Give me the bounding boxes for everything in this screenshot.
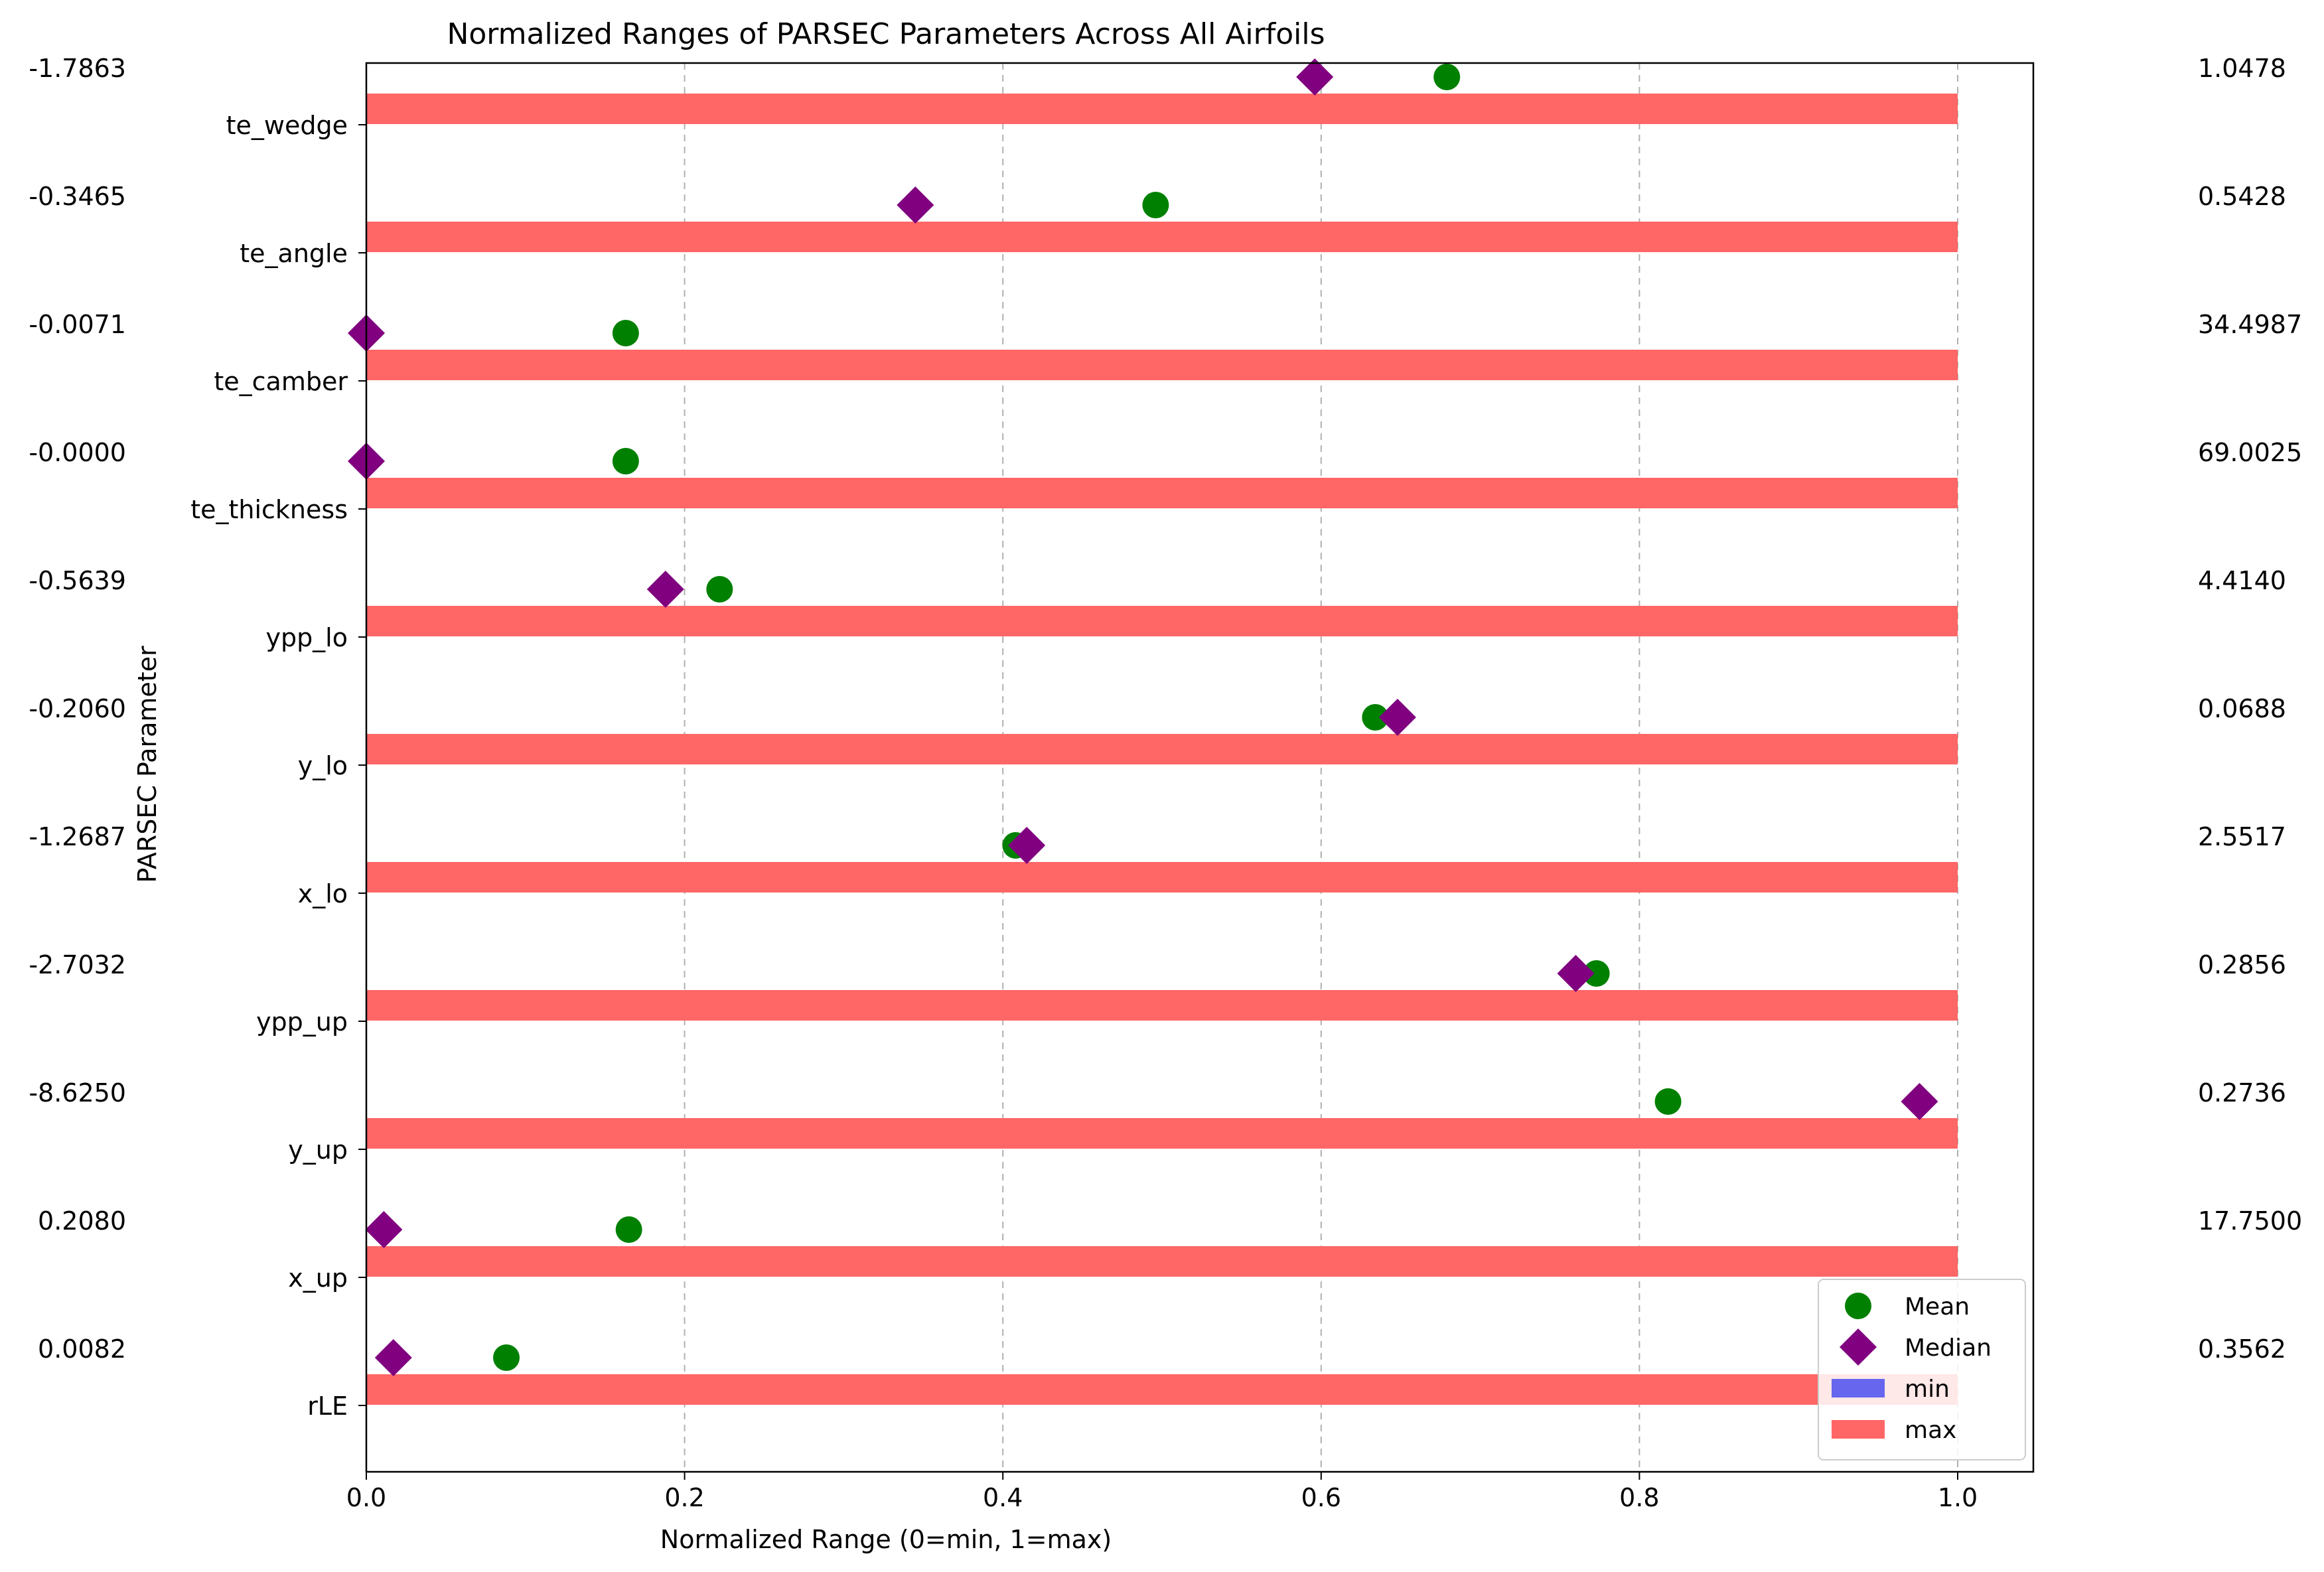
mean-point (706, 576, 733, 603)
min-value-label: -1.7863 (29, 54, 126, 83)
min-value-label: -8.6250 (29, 1078, 126, 1108)
max-bar (366, 478, 1958, 508)
x-tick-label: 0.4 (983, 1483, 1023, 1512)
legend-max-swatch (1832, 1420, 1885, 1439)
x-tick-label: 0.6 (1301, 1483, 1341, 1512)
y-tick-label: ypp_up (256, 1007, 348, 1036)
legend-median-marker (1840, 1328, 1877, 1366)
plot-frame (365, 62, 2035, 1473)
max-value-label: 0.2856 (2198, 950, 2286, 979)
y-tick-label: y_up (288, 1135, 348, 1165)
min-value-label: 0.2080 (38, 1206, 126, 1236)
min-value-label: -1.2687 (29, 822, 126, 851)
y-tick-label: te_wedge (226, 111, 348, 140)
max-value-label: 0.0688 (2198, 694, 2286, 723)
max-bar (366, 990, 1958, 1021)
mean-point (1583, 960, 1610, 987)
mean-point (1654, 1088, 1682, 1115)
mean-point (612, 320, 639, 346)
max-value-label: 4.4140 (2198, 566, 2286, 595)
max-value-label: 69.0025 (2198, 438, 2302, 467)
median-point (646, 571, 684, 608)
legend-label: Mean (1905, 1293, 1970, 1321)
median-point (1557, 955, 1595, 992)
min-value-label: -2.7032 (29, 950, 126, 979)
min-value-label: -0.0000 (29, 438, 126, 467)
median-point (1901, 1083, 1938, 1120)
y-tick-label: x_up (288, 1263, 348, 1293)
y-tick-label: te_camber (214, 367, 348, 396)
median-point (1378, 699, 1416, 736)
min-value-label: -0.3465 (29, 182, 126, 211)
max-value-label: 34.4987 (2198, 310, 2302, 339)
max-bar (366, 1118, 1958, 1149)
y-axis-label: PARSEC Parameter (133, 646, 162, 883)
max-bar (366, 862, 1958, 893)
median-point (1008, 827, 1046, 864)
bars (366, 94, 1958, 1405)
legend-box (1818, 1279, 2026, 1461)
legend-mean-marker (1845, 1293, 1871, 1319)
mean-point (1433, 64, 1461, 90)
max-bar (366, 350, 1958, 380)
max-value-label: 1.0478 (2198, 54, 2286, 83)
x-tick-label: 0.0 (346, 1483, 386, 1512)
max-bar (366, 734, 1958, 764)
x-axis-ticks: 0.0 0.2 0.4 0.6 0.8 1.0 (346, 1472, 1978, 1512)
range-labels: 0.0082 0.3562 0.2080 17.7500 -8.6250 0.2736 -2… (29, 54, 2302, 1364)
median-point (365, 1211, 403, 1248)
mean-point (615, 1216, 642, 1243)
chart-title: Normalized Ranges of PARSEC Parameters A… (447, 17, 1325, 51)
y-tick-label: x_lo (298, 879, 348, 908)
x-tick-label: 1.0 (1938, 1483, 1978, 1512)
x-tick-label: 0.2 (664, 1483, 704, 1512)
y-tick-label: rLE (307, 1392, 348, 1421)
max-bar (366, 1374, 1958, 1405)
max-value-label: 0.2736 (2198, 1078, 2286, 1108)
y-axis-ticks: rLE x_up y_up ypp_up x_lo y_lo ypp_lo te_thickn… (190, 111, 366, 1421)
mean-point (612, 448, 639, 474)
min-value-label: -0.5639 (29, 566, 126, 595)
max-bar (366, 222, 1958, 252)
y-tick-label: te_angle (240, 239, 348, 268)
y-tick-label: ypp_lo (265, 623, 348, 652)
x-axis-label: Normalized Range (0=min, 1=max) (660, 1525, 1112, 1554)
y-tick-label: te_thickness (190, 495, 348, 524)
min-value-label: -0.2060 (29, 694, 126, 723)
max-value-label: 0.5428 (2198, 182, 2286, 211)
legend-label: Median (1905, 1334, 1992, 1362)
x-tick-label: 0.8 (1619, 1483, 1659, 1512)
median-point (374, 1339, 412, 1376)
legend-min-swatch (1832, 1379, 1885, 1397)
min-value-label: -0.0071 (29, 310, 126, 339)
median-point (1296, 58, 1334, 96)
max-bar (366, 1246, 1958, 1277)
legend-label: max (1905, 1417, 1956, 1444)
mean-point (1142, 192, 1169, 218)
min-value-label: 0.0082 (38, 1334, 126, 1364)
max-value-label: 0.3562 (2198, 1334, 2286, 1364)
max-bar (366, 94, 1958, 124)
max-value-label: 17.7500 (2198, 1206, 2302, 1236)
max-bar (366, 606, 1958, 636)
max-value-label: 2.5517 (2198, 822, 2286, 851)
legend-label: min (1905, 1376, 1950, 1403)
legend: Mean Median min max (1818, 1279, 2026, 1461)
median-point (897, 186, 934, 224)
y-tick-label: y_lo (298, 751, 348, 780)
mean-point (1362, 704, 1389, 731)
mean-point (493, 1344, 520, 1371)
